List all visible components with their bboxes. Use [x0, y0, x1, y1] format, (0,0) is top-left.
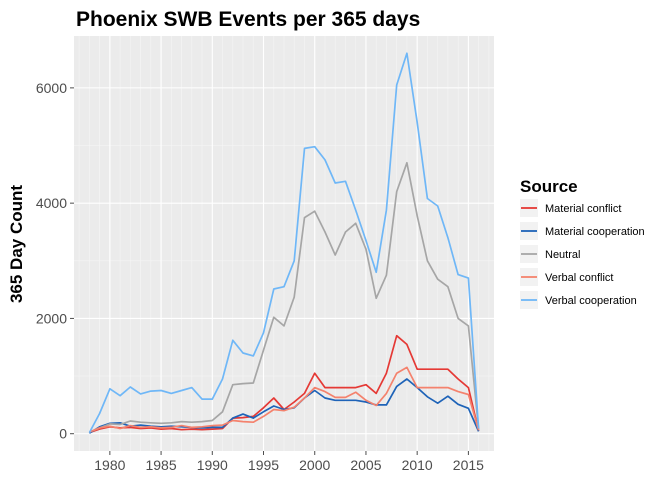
legend: Source Material conflict Material coopera… [520, 177, 645, 309]
series-line-verbal-cooperation [88, 52, 480, 434]
y-tick-label: 0 [59, 426, 67, 442]
major-gridlines [74, 36, 494, 451]
legend-label-verbal-conflict: Verbal conflict [545, 272, 613, 284]
legend-label-material-conflict: Material conflict [545, 203, 621, 215]
y-tick-label: 2000 [36, 310, 67, 326]
y-tick-label: 4000 [36, 195, 67, 211]
y-axis-label: 365 Day Count [7, 185, 26, 303]
x-axis-ticks: 1980 1985 1990 1995 2000 2005 2010 2015 [94, 451, 484, 473]
x-tick-label: 1995 [248, 457, 279, 473]
legend-title: Source [520, 177, 578, 196]
x-tick-label: 2015 [453, 457, 484, 473]
series-line-neutral [89, 161, 480, 433]
x-tick-label: 1985 [145, 457, 176, 473]
legend-label-neutral: Neutral [545, 249, 580, 261]
x-tick-label: 2010 [402, 457, 433, 473]
legend-label-material-cooperation: Material cooperation [545, 226, 645, 238]
x-tick-label: 2005 [350, 457, 381, 473]
y-tick-label: 6000 [36, 80, 67, 96]
series-lines [88, 52, 480, 434]
y-axis-ticks: 0 2000 4000 6000 [36, 80, 74, 442]
series-line-verbal-conflict [89, 366, 480, 433]
x-tick-label: 1980 [94, 457, 125, 473]
legend-label-verbal-cooperation: Verbal cooperation [545, 295, 637, 307]
x-tick-label: 2000 [299, 457, 330, 473]
chart-title: Phoenix SWB Events per 365 days [76, 8, 420, 31]
x-tick-label: 1990 [197, 457, 228, 473]
